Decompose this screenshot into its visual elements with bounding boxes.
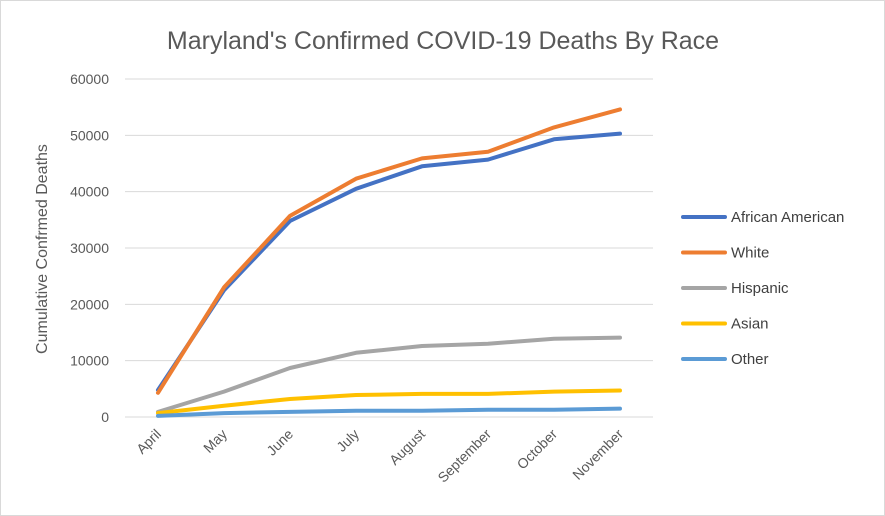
y-tick-label: 50000 [70,127,109,143]
x-tick-label: July [333,426,362,455]
series-line-asian [156,388,622,416]
legend-label: Other [731,351,769,368]
y-tick-label: 40000 [70,184,109,200]
x-tick-label: November [569,426,626,483]
series-lines [156,107,622,418]
legend-label: Asian [731,316,769,333]
y-tick-label: 20000 [70,296,109,312]
x-tick-label: June [263,426,296,459]
legend-label: African American [731,209,844,226]
x-tick-label: October [514,426,561,473]
series-line-african-american [156,131,622,392]
y-tick-label: 60000 [70,71,109,87]
y-tick-label: 0 [101,409,109,425]
x-tick-label: September [434,426,494,486]
x-tick-label: April [133,426,164,457]
y-axis-title: Cumulative Confrmed Deaths [34,144,51,354]
series-line-white [156,107,622,395]
legend-label: Hispanic [731,280,789,297]
y-axis-ticks: 0 10000 20000 30000 40000 50000 60000 [70,71,109,425]
legend: African American White Hispanic Asian Other [681,209,844,368]
y-tick-label: 30000 [70,240,109,256]
chart-title: Maryland's Confirmed COVID-19 Deaths By … [167,27,719,55]
x-tick-label: August [386,426,428,468]
y-tick-label: 10000 [70,353,109,369]
series-line-hispanic [156,335,622,414]
legend-label: White [731,245,769,262]
gridlines [125,78,653,418]
x-tick-label: May [200,426,230,456]
series-line-other [156,406,622,418]
x-axis-ticks: April May June July August September October No… [133,426,626,486]
